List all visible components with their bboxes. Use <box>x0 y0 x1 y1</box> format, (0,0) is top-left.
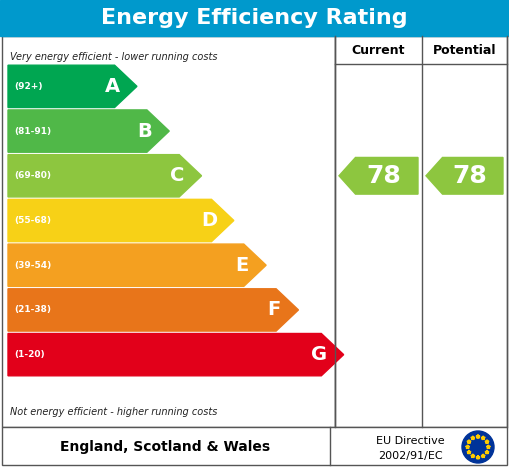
Polygon shape <box>426 157 503 194</box>
Bar <box>0 0 509 36</box>
Polygon shape <box>8 289 298 331</box>
Text: (81-91): (81-91) <box>14 127 51 135</box>
Polygon shape <box>339 157 418 194</box>
Bar <box>335 36 507 427</box>
Polygon shape <box>466 445 470 449</box>
Polygon shape <box>485 450 489 454</box>
Text: Very energy efficient - lower running costs: Very energy efficient - lower running co… <box>10 52 217 62</box>
Polygon shape <box>476 434 480 439</box>
Text: (1-20): (1-20) <box>14 350 45 359</box>
Polygon shape <box>481 436 485 440</box>
Polygon shape <box>8 333 344 376</box>
Text: Current: Current <box>352 43 405 57</box>
Polygon shape <box>8 155 202 197</box>
Circle shape <box>462 431 494 463</box>
Text: England, Scotland & Wales: England, Scotland & Wales <box>60 440 270 454</box>
Polygon shape <box>471 454 475 458</box>
Polygon shape <box>487 445 490 449</box>
Polygon shape <box>467 440 471 444</box>
Text: (21-38): (21-38) <box>14 305 51 314</box>
Text: (39-54): (39-54) <box>14 261 51 270</box>
Text: Potential: Potential <box>433 43 496 57</box>
Polygon shape <box>467 450 471 454</box>
Text: 78: 78 <box>452 164 487 188</box>
Text: (69-80): (69-80) <box>14 171 51 180</box>
Text: 2002/91/EC: 2002/91/EC <box>378 451 442 461</box>
Polygon shape <box>8 65 137 107</box>
Text: EU Directive: EU Directive <box>376 436 444 446</box>
Text: D: D <box>202 211 217 230</box>
Text: Not energy efficient - higher running costs: Not energy efficient - higher running co… <box>10 407 217 417</box>
Bar <box>2 427 507 465</box>
Polygon shape <box>485 440 489 444</box>
Polygon shape <box>8 244 266 286</box>
Text: A: A <box>105 77 120 96</box>
Text: Energy Efficiency Rating: Energy Efficiency Rating <box>101 8 408 28</box>
Text: (92+): (92+) <box>14 82 42 91</box>
Polygon shape <box>8 110 169 152</box>
Text: B: B <box>137 121 152 141</box>
Text: (55-68): (55-68) <box>14 216 51 225</box>
Text: 78: 78 <box>366 164 401 188</box>
Text: F: F <box>267 300 281 319</box>
Text: C: C <box>170 166 184 185</box>
Text: G: G <box>311 345 327 364</box>
Polygon shape <box>8 199 234 241</box>
Polygon shape <box>471 436 475 440</box>
Bar <box>2 36 335 427</box>
Polygon shape <box>476 455 480 459</box>
Text: E: E <box>235 256 248 275</box>
Polygon shape <box>481 454 485 458</box>
